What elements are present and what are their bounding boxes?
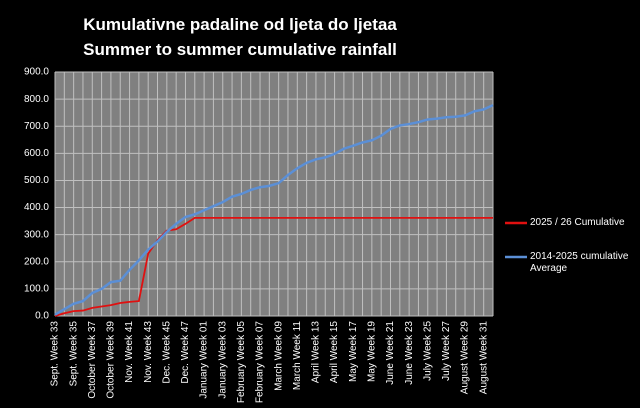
y-tick-label: 800.0 [24, 94, 49, 105]
x-tick-label: Nov. Week 43 [143, 321, 154, 383]
x-tick-label: June Week 21 [385, 321, 396, 385]
x-tick-label: Nov. Week 41 [124, 321, 135, 383]
y-tick-label: 600.0 [24, 148, 49, 159]
y-tick-label: 300.0 [24, 229, 49, 240]
x-tick-label: April Week 15 [329, 321, 340, 384]
y-tick-label: 100.0 [24, 284, 49, 295]
y-tick-label: 500.0 [24, 175, 49, 186]
x-tick-label: May Week 19 [366, 321, 377, 382]
y-tick-label: 700.0 [24, 121, 49, 132]
x-tick-label: Sept. Week 35 [68, 321, 79, 387]
x-tick-label: October Week 39 [106, 321, 117, 399]
y-tick-label: 900.0 [24, 67, 49, 78]
legend-label: 2025 / 26 Cumulative [530, 217, 625, 228]
x-tick-label: Dec. Week 47 [180, 321, 191, 384]
y-tick-label: 0.0 [35, 311, 49, 322]
x-tick-label: Sept. Week 33 [50, 321, 61, 387]
plot-area [55, 72, 493, 316]
chart-title: Kumulativne padaline od ljeta do ljetaa [83, 15, 397, 34]
series-line [54, 216, 493, 317]
x-tick-label: January Week 03 [217, 321, 228, 399]
y-tick-label: 400.0 [24, 202, 49, 213]
x-tick-label: August Week 31 [478, 321, 489, 395]
x-tick-label: October Week 37 [87, 321, 98, 399]
legend-label: 2014-2025 cumulative Average [530, 251, 629, 274]
x-tick-label: August Week 29 [460, 321, 471, 395]
x-tick-label: June Week 23 [404, 321, 415, 385]
x-tick-label: Dec. Week 45 [161, 321, 172, 384]
x-tick-label: February Week 07 [255, 321, 266, 404]
x-tick-label: July Week 27 [441, 321, 452, 381]
x-tick-label: March Week 11 [292, 321, 303, 391]
x-tick-label: July Week 25 [422, 321, 433, 381]
x-tick-label: January Week 01 [199, 321, 210, 399]
y-tick-label: 200.0 [24, 256, 49, 267]
x-tick-label: March Week 09 [273, 321, 284, 391]
x-tick-label: April Week 13 [311, 321, 322, 384]
x-tick-label: May Week 17 [348, 321, 359, 382]
x-tick-label: February Week 05 [236, 321, 247, 404]
chart-subtitle: Summer to summer cumulative rainfall [83, 40, 397, 59]
series-line [54, 103, 494, 316]
